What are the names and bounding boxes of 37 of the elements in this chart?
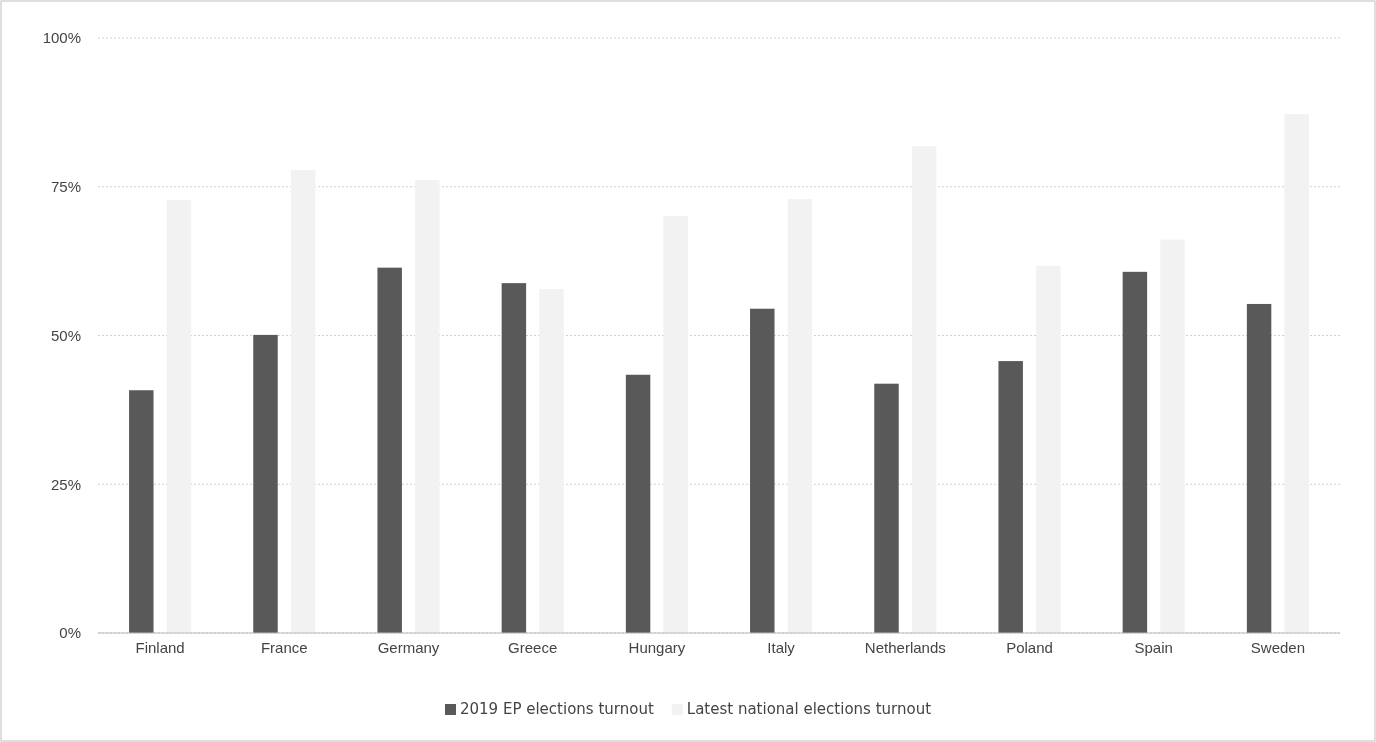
x-tick-label: Sweden <box>1250 638 1306 656</box>
bar <box>874 383 899 633</box>
bar <box>1160 239 1185 633</box>
bar <box>911 146 937 633</box>
bar <box>663 215 688 633</box>
bar <box>625 374 651 633</box>
x-tick-label: Italy <box>767 638 796 656</box>
bar <box>377 267 402 633</box>
bar <box>129 390 154 633</box>
bar <box>253 334 278 633</box>
y-tick-label: 75% <box>50 178 81 196</box>
bar <box>787 199 813 633</box>
x-tick-label: Hungary <box>628 638 686 656</box>
bar <box>1246 303 1272 633</box>
bar <box>166 199 192 633</box>
bar <box>1122 271 1148 633</box>
bar <box>1284 114 1309 633</box>
x-tick-label: Finland <box>135 638 185 656</box>
y-tick-label: 25% <box>50 475 81 493</box>
y-tick-label: 0% <box>59 624 81 642</box>
x-tick-label: Germany <box>377 638 440 656</box>
x-tick-label: Spain <box>1134 638 1173 656</box>
legend-label: Latest national elections turnout <box>686 700 932 718</box>
bar <box>501 283 527 633</box>
bar <box>290 170 316 633</box>
bar <box>750 308 775 633</box>
x-tick-label: France <box>260 638 308 656</box>
x-tick-label: Netherlands <box>864 638 946 656</box>
bar <box>1036 265 1061 633</box>
y-tick-label: 100% <box>42 29 81 47</box>
x-tick-label: Poland <box>1006 638 1053 656</box>
bar <box>539 289 564 633</box>
bar <box>998 361 1023 633</box>
x-tick-label: Greece <box>508 638 558 656</box>
bar <box>415 180 440 633</box>
y-tick-label: 50% <box>50 326 81 344</box>
legend-label: 2019 EP elections turnout <box>459 700 654 718</box>
